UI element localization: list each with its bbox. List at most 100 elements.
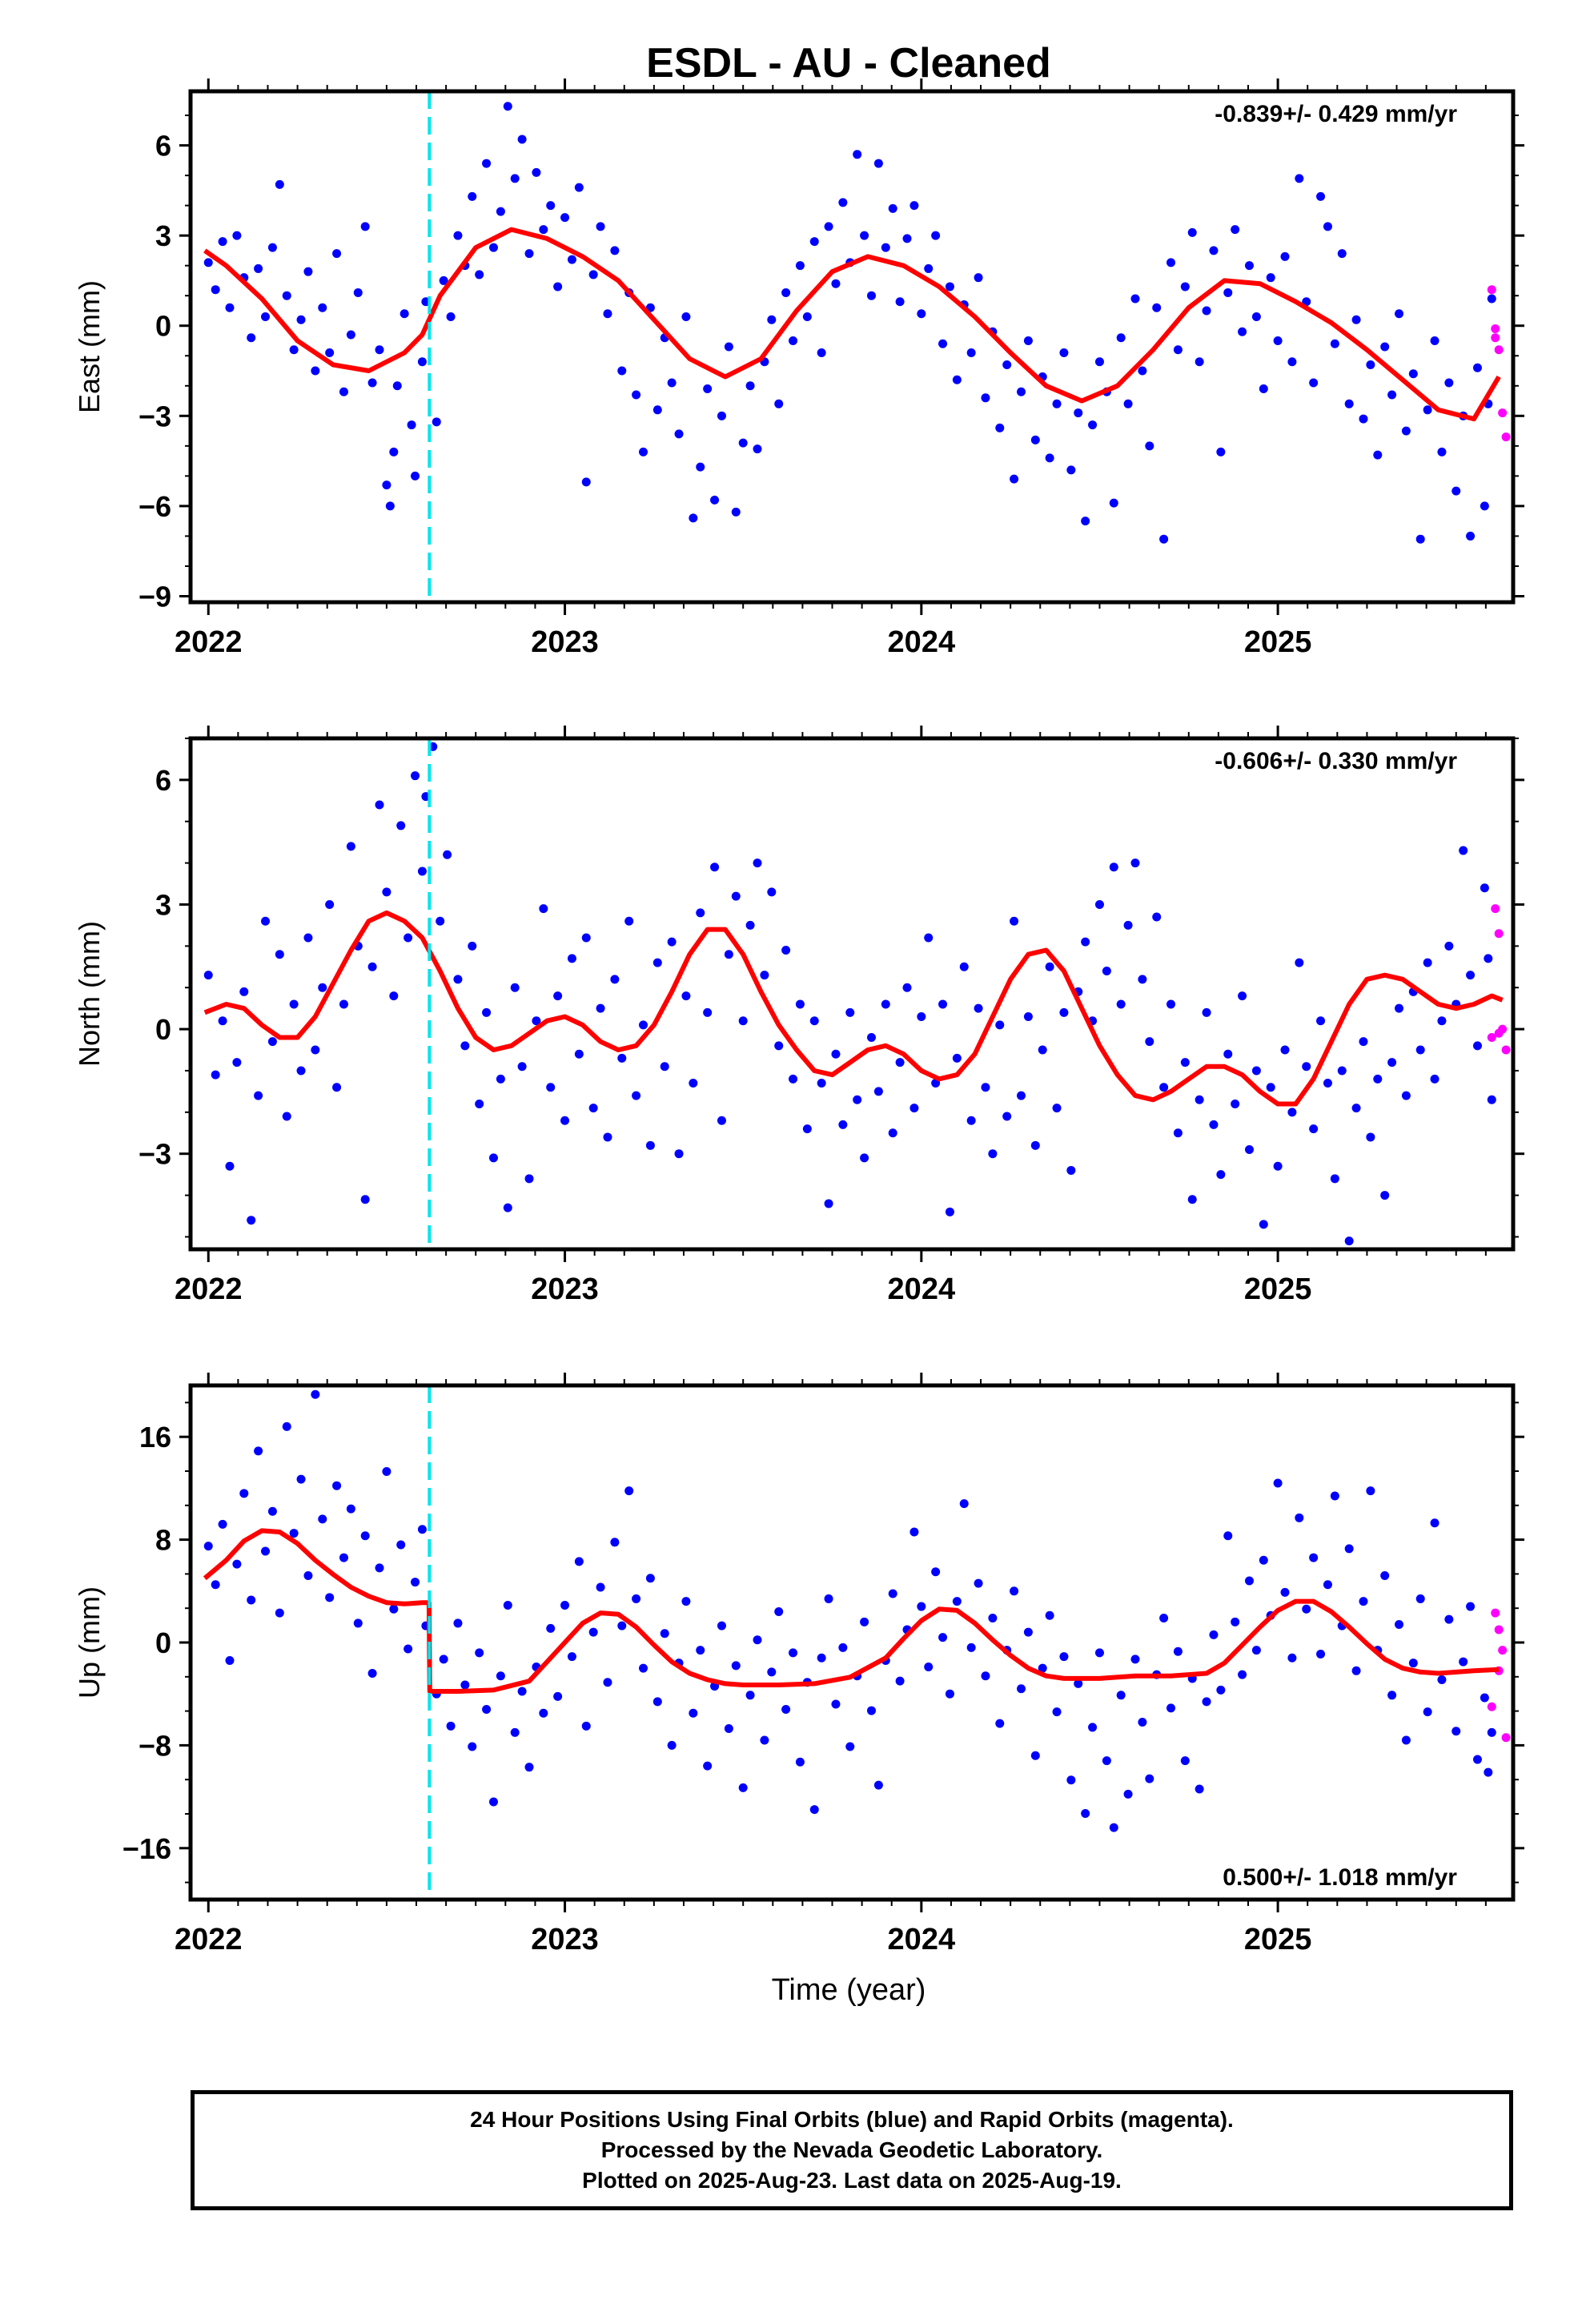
final-orbit-point: [1380, 342, 1390, 352]
final-orbit-point: [1223, 1531, 1233, 1541]
final-orbit-point: [396, 821, 406, 830]
y-tick-label: −9: [139, 580, 171, 613]
final-orbit-point: [831, 1049, 841, 1059]
final-orbit-point: [1002, 360, 1012, 370]
final-orbit-point: [866, 1032, 876, 1042]
final-orbit-point: [824, 222, 833, 231]
final-orbit-point: [995, 1020, 1005, 1030]
final-orbit-point: [789, 336, 798, 345]
final-orbit-point: [1251, 312, 1261, 321]
final-orbit-point: [1244, 261, 1254, 271]
final-orbit-point: [1152, 912, 1162, 922]
final-orbit-point: [546, 1083, 556, 1092]
x-tick-label: 2022: [175, 625, 243, 659]
final-orbit-point: [367, 378, 377, 388]
final-orbit-point: [517, 1687, 527, 1696]
final-orbit-point: [731, 507, 741, 517]
final-orbit-point: [1484, 1767, 1493, 1777]
final-orbit-point: [553, 991, 563, 1001]
final-orbit-point: [632, 390, 641, 400]
final-orbit-point: [689, 513, 698, 523]
final-orbit-point: [247, 1216, 256, 1225]
final-orbit-point: [924, 933, 934, 943]
final-orbit-point: [1415, 534, 1425, 544]
final-orbit-point: [895, 1676, 905, 1686]
final-orbit-point: [346, 842, 355, 851]
final-orbit-point: [767, 1667, 777, 1677]
final-orbit-point: [339, 387, 348, 396]
final-orbit-point: [1287, 1653, 1297, 1663]
final-orbit-point: [581, 1721, 591, 1731]
final-orbit-point: [1223, 287, 1233, 297]
final-orbit-point: [745, 381, 755, 391]
final-orbit-point: [909, 1527, 919, 1537]
final-orbit-point: [1138, 1718, 1147, 1727]
final-orbit-point: [795, 1757, 805, 1767]
final-orbit-point: [443, 850, 452, 859]
final-orbit-point: [1323, 222, 1332, 231]
final-orbit-point: [296, 315, 306, 324]
footer-line-processed: Processed by the Nevada Geodetic Laborat…: [600, 2137, 1103, 2162]
final-orbit-point: [1387, 1058, 1397, 1068]
final-orbit-point: [417, 357, 427, 367]
final-orbit-point: [681, 1597, 691, 1606]
y-tick-label: −3: [139, 400, 171, 432]
final-orbit-point: [375, 800, 384, 810]
final-orbit-point: [254, 1091, 263, 1100]
final-orbit-point: [353, 1618, 363, 1628]
final-orbit-point: [617, 366, 627, 376]
final-orbit-point: [539, 225, 548, 235]
final-orbit-point: [881, 243, 890, 252]
final-orbit-point: [482, 159, 492, 168]
final-orbit-point: [674, 1149, 684, 1159]
final-orbit-point: [1287, 1108, 1297, 1117]
final-orbit-point: [774, 399, 784, 408]
final-orbit-point: [1430, 1518, 1439, 1528]
final-orbit-point: [603, 1678, 612, 1687]
final-orbit-point: [652, 405, 662, 415]
final-orbit-point: [945, 1207, 954, 1216]
final-orbit-point: [303, 267, 313, 276]
final-orbit-point: [1487, 1727, 1496, 1737]
footer-box: 24 Hour Positions Using Final Orbits (bl…: [191, 2090, 1513, 2210]
panel-1: 6 3 0 −3 2022 2023 2024 2025 North (mm) -0.606+/-…: [73, 726, 1524, 1306]
final-orbit-point: [1280, 1587, 1290, 1597]
final-orbit-point: [624, 1486, 634, 1496]
final-orbit-point: [404, 933, 413, 943]
final-orbit-point: [1216, 447, 1226, 456]
final-orbit-point: [1401, 1735, 1411, 1745]
final-orbit-point: [1088, 420, 1098, 430]
final-orbit-point: [760, 971, 769, 980]
final-orbit-point: [952, 375, 962, 384]
final-orbit-point: [1366, 1132, 1375, 1142]
final-orbit-point: [296, 1474, 306, 1484]
final-orbit-point: [689, 1708, 698, 1718]
final-orbit-point: [211, 1580, 220, 1590]
final-orbit-point: [917, 1012, 926, 1022]
final-orbit-point: [404, 1644, 413, 1654]
final-orbit-point: [1452, 486, 1461, 496]
x-tick-label: 2025: [1244, 1923, 1312, 1956]
rapid-orbit-point: [1491, 333, 1500, 343]
final-orbit-point: [689, 1079, 698, 1088]
final-orbit-point: [1023, 1012, 1033, 1022]
final-orbit-point: [1266, 273, 1275, 283]
final-orbit-point: [1415, 1594, 1425, 1603]
final-orbit-point: [385, 501, 395, 511]
final-orbit-point: [1045, 1610, 1054, 1620]
final-orbit-point: [460, 1680, 470, 1690]
final-orbit-point: [553, 1691, 563, 1701]
final-orbit-point: [339, 999, 348, 1009]
final-orbit-point: [311, 1389, 320, 1399]
final-orbit-point: [392, 381, 402, 391]
panel-data: [203, 1385, 1511, 1900]
final-orbit-point: [1030, 1751, 1040, 1760]
final-orbit-point: [1359, 1037, 1368, 1047]
final-orbit-point: [1123, 920, 1133, 930]
final-orbit-point: [774, 1606, 784, 1616]
final-orbit-point: [503, 1203, 512, 1212]
x-tick-label: 2025: [1244, 1273, 1312, 1306]
final-orbit-point: [1423, 1707, 1432, 1717]
final-orbit-point: [553, 282, 563, 292]
final-orbit-point: [888, 203, 897, 213]
